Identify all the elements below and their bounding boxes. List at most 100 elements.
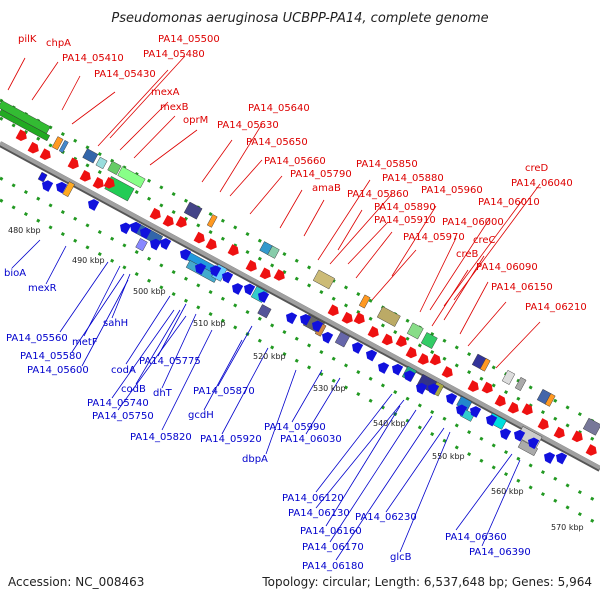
- minus-gene-arrow[interactable]: [310, 319, 324, 333]
- plus-gene-arrow[interactable]: [481, 381, 496, 396]
- gene-label[interactable]: PA14_05910: [374, 215, 436, 226]
- minus-gene-arrow[interactable]: [390, 362, 404, 376]
- gene-label[interactable]: PA14_05410: [62, 53, 124, 64]
- minus-gene-arrow[interactable]: [468, 404, 482, 418]
- gene-label[interactable]: PA14_05640: [248, 103, 310, 114]
- feature-block[interactable]: [334, 331, 350, 348]
- minus-gene-arrow[interactable]: [178, 247, 192, 261]
- minus-gene-arrow[interactable]: [350, 340, 364, 354]
- minus-gene-arrow[interactable]: [54, 180, 68, 194]
- gene-label[interactable]: PA14_06160: [300, 526, 362, 537]
- gene-label[interactable]: PA14_05880: [382, 173, 444, 184]
- gene-label[interactable]: chpA: [46, 38, 71, 49]
- plus-gene-arrow[interactable]: [103, 177, 118, 191]
- gene-label[interactable]: PA14_05820: [130, 432, 192, 443]
- feature-block[interactable]: [582, 417, 600, 436]
- minus-gene-arrow[interactable]: [40, 178, 54, 192]
- minus-gene-arrow[interactable]: [512, 428, 526, 442]
- feature-block[interactable]: [420, 332, 438, 349]
- minus-gene-arrow[interactable]: [208, 263, 222, 277]
- minus-gene-arrow[interactable]: [542, 450, 556, 464]
- minus-gene-arrow[interactable]: [256, 289, 270, 303]
- gene-label[interactable]: PA14_05960: [421, 185, 483, 196]
- feature-block[interactable]: [0, 109, 51, 142]
- plus-gene-arrow[interactable]: [27, 141, 42, 156]
- gene-label[interactable]: PA14_05970: [403, 232, 465, 243]
- gene-label[interactable]: PA14_05790: [290, 169, 352, 180]
- minus-gene-arrow[interactable]: [444, 391, 458, 405]
- gene-label[interactable]: PA14_05480: [143, 49, 205, 60]
- feature-block[interactable]: [82, 148, 99, 164]
- gene-label[interactable]: PA14_06390: [469, 547, 531, 558]
- feature-block[interactable]: [95, 156, 108, 170]
- feature-block[interactable]: [62, 181, 75, 198]
- feature-block[interactable]: [206, 214, 218, 228]
- gene-label[interactable]: mexA: [151, 87, 180, 98]
- minus-gene-arrow[interactable]: [376, 360, 390, 374]
- minus-gene-arrow[interactable]: [320, 330, 334, 344]
- feature-block[interactable]: [117, 166, 146, 189]
- plus-gene-arrow[interactable]: [273, 269, 288, 283]
- plus-gene-arrow[interactable]: [227, 244, 242, 258]
- feature-block[interactable]: [406, 322, 424, 340]
- plus-gene-arrow[interactable]: [441, 366, 456, 380]
- gene-label[interactable]: PA14_06090: [476, 262, 538, 273]
- gene-label[interactable]: creC: [473, 235, 496, 246]
- plus-gene-arrow[interactable]: [341, 311, 356, 326]
- minus-gene-arrow[interactable]: [220, 270, 234, 284]
- gene-label[interactable]: PA14_06210: [525, 302, 587, 313]
- gene-label[interactable]: codA: [111, 365, 136, 376]
- minus-gene-arrow[interactable]: [193, 261, 207, 275]
- plus-gene-arrow[interactable]: [259, 267, 274, 282]
- feature-block[interactable]: [312, 269, 335, 290]
- plus-gene-arrow[interactable]: [15, 129, 30, 143]
- gene-label[interactable]: PA14_05500: [158, 34, 220, 45]
- gene-label[interactable]: PA14_06120: [282, 493, 344, 504]
- feature-block[interactable]: [376, 306, 401, 327]
- gene-label[interactable]: bioA: [4, 268, 26, 279]
- gene-label[interactable]: PA14_05860: [347, 189, 409, 200]
- plus-gene-arrow[interactable]: [79, 170, 94, 184]
- feature-block[interactable]: [479, 358, 491, 372]
- gene-label[interactable]: PA14_06180: [302, 561, 364, 572]
- gene-label[interactable]: amaB: [312, 183, 341, 194]
- gene-label[interactable]: sahH: [103, 318, 128, 329]
- gene-label[interactable]: PA14_05580: [20, 351, 82, 362]
- gene-label[interactable]: PA14_06360: [445, 532, 507, 543]
- plus-gene-arrow[interactable]: [205, 238, 220, 252]
- plus-gene-arrow[interactable]: [467, 380, 482, 394]
- plus-gene-arrow[interactable]: [39, 148, 54, 162]
- plus-gene-arrow[interactable]: [405, 346, 420, 361]
- gene-label[interactable]: PA14_05775: [139, 356, 201, 367]
- minus-gene-arrow[interactable]: [158, 236, 172, 250]
- plus-gene-arrow[interactable]: [429, 353, 444, 368]
- feature-block[interactable]: [37, 171, 48, 183]
- gene-label[interactable]: PA14_05750: [92, 411, 154, 422]
- gene-label[interactable]: gcdH: [188, 410, 214, 421]
- plus-gene-arrow[interactable]: [381, 333, 396, 348]
- gene-label[interactable]: creD: [525, 163, 549, 174]
- minus-gene-arrow[interactable]: [364, 348, 378, 362]
- gene-label[interactable]: pilK: [18, 34, 37, 45]
- gene-label[interactable]: metF: [72, 337, 98, 348]
- plus-gene-arrow[interactable]: [175, 216, 190, 230]
- minus-gene-arrow[interactable]: [230, 281, 244, 295]
- plus-gene-arrow[interactable]: [507, 401, 522, 416]
- gene-label[interactable]: PA14_06000: [442, 217, 504, 228]
- gene-label[interactable]: PA14_05560: [6, 333, 68, 344]
- feature-block[interactable]: [183, 201, 203, 220]
- gene-label[interactable]: glcB: [390, 552, 412, 563]
- gene-label[interactable]: PA14_05870: [193, 386, 255, 397]
- gene-label[interactable]: oprM: [183, 115, 208, 126]
- feature-block[interactable]: [135, 238, 148, 252]
- gene-label[interactable]: PA14_05630: [217, 120, 279, 131]
- plus-gene-arrow[interactable]: [162, 214, 177, 229]
- gene-label[interactable]: PA14_06010: [478, 197, 540, 208]
- gene-label[interactable]: PA14_06170: [302, 542, 364, 553]
- plus-gene-arrow[interactable]: [521, 403, 536, 417]
- plus-gene-arrow[interactable]: [553, 426, 568, 441]
- minus-gene-arrow[interactable]: [426, 381, 440, 395]
- feature-block[interactable]: [267, 245, 280, 259]
- gene-label[interactable]: PA14_05740: [87, 398, 149, 409]
- gene-label[interactable]: PA14_05600: [27, 365, 89, 376]
